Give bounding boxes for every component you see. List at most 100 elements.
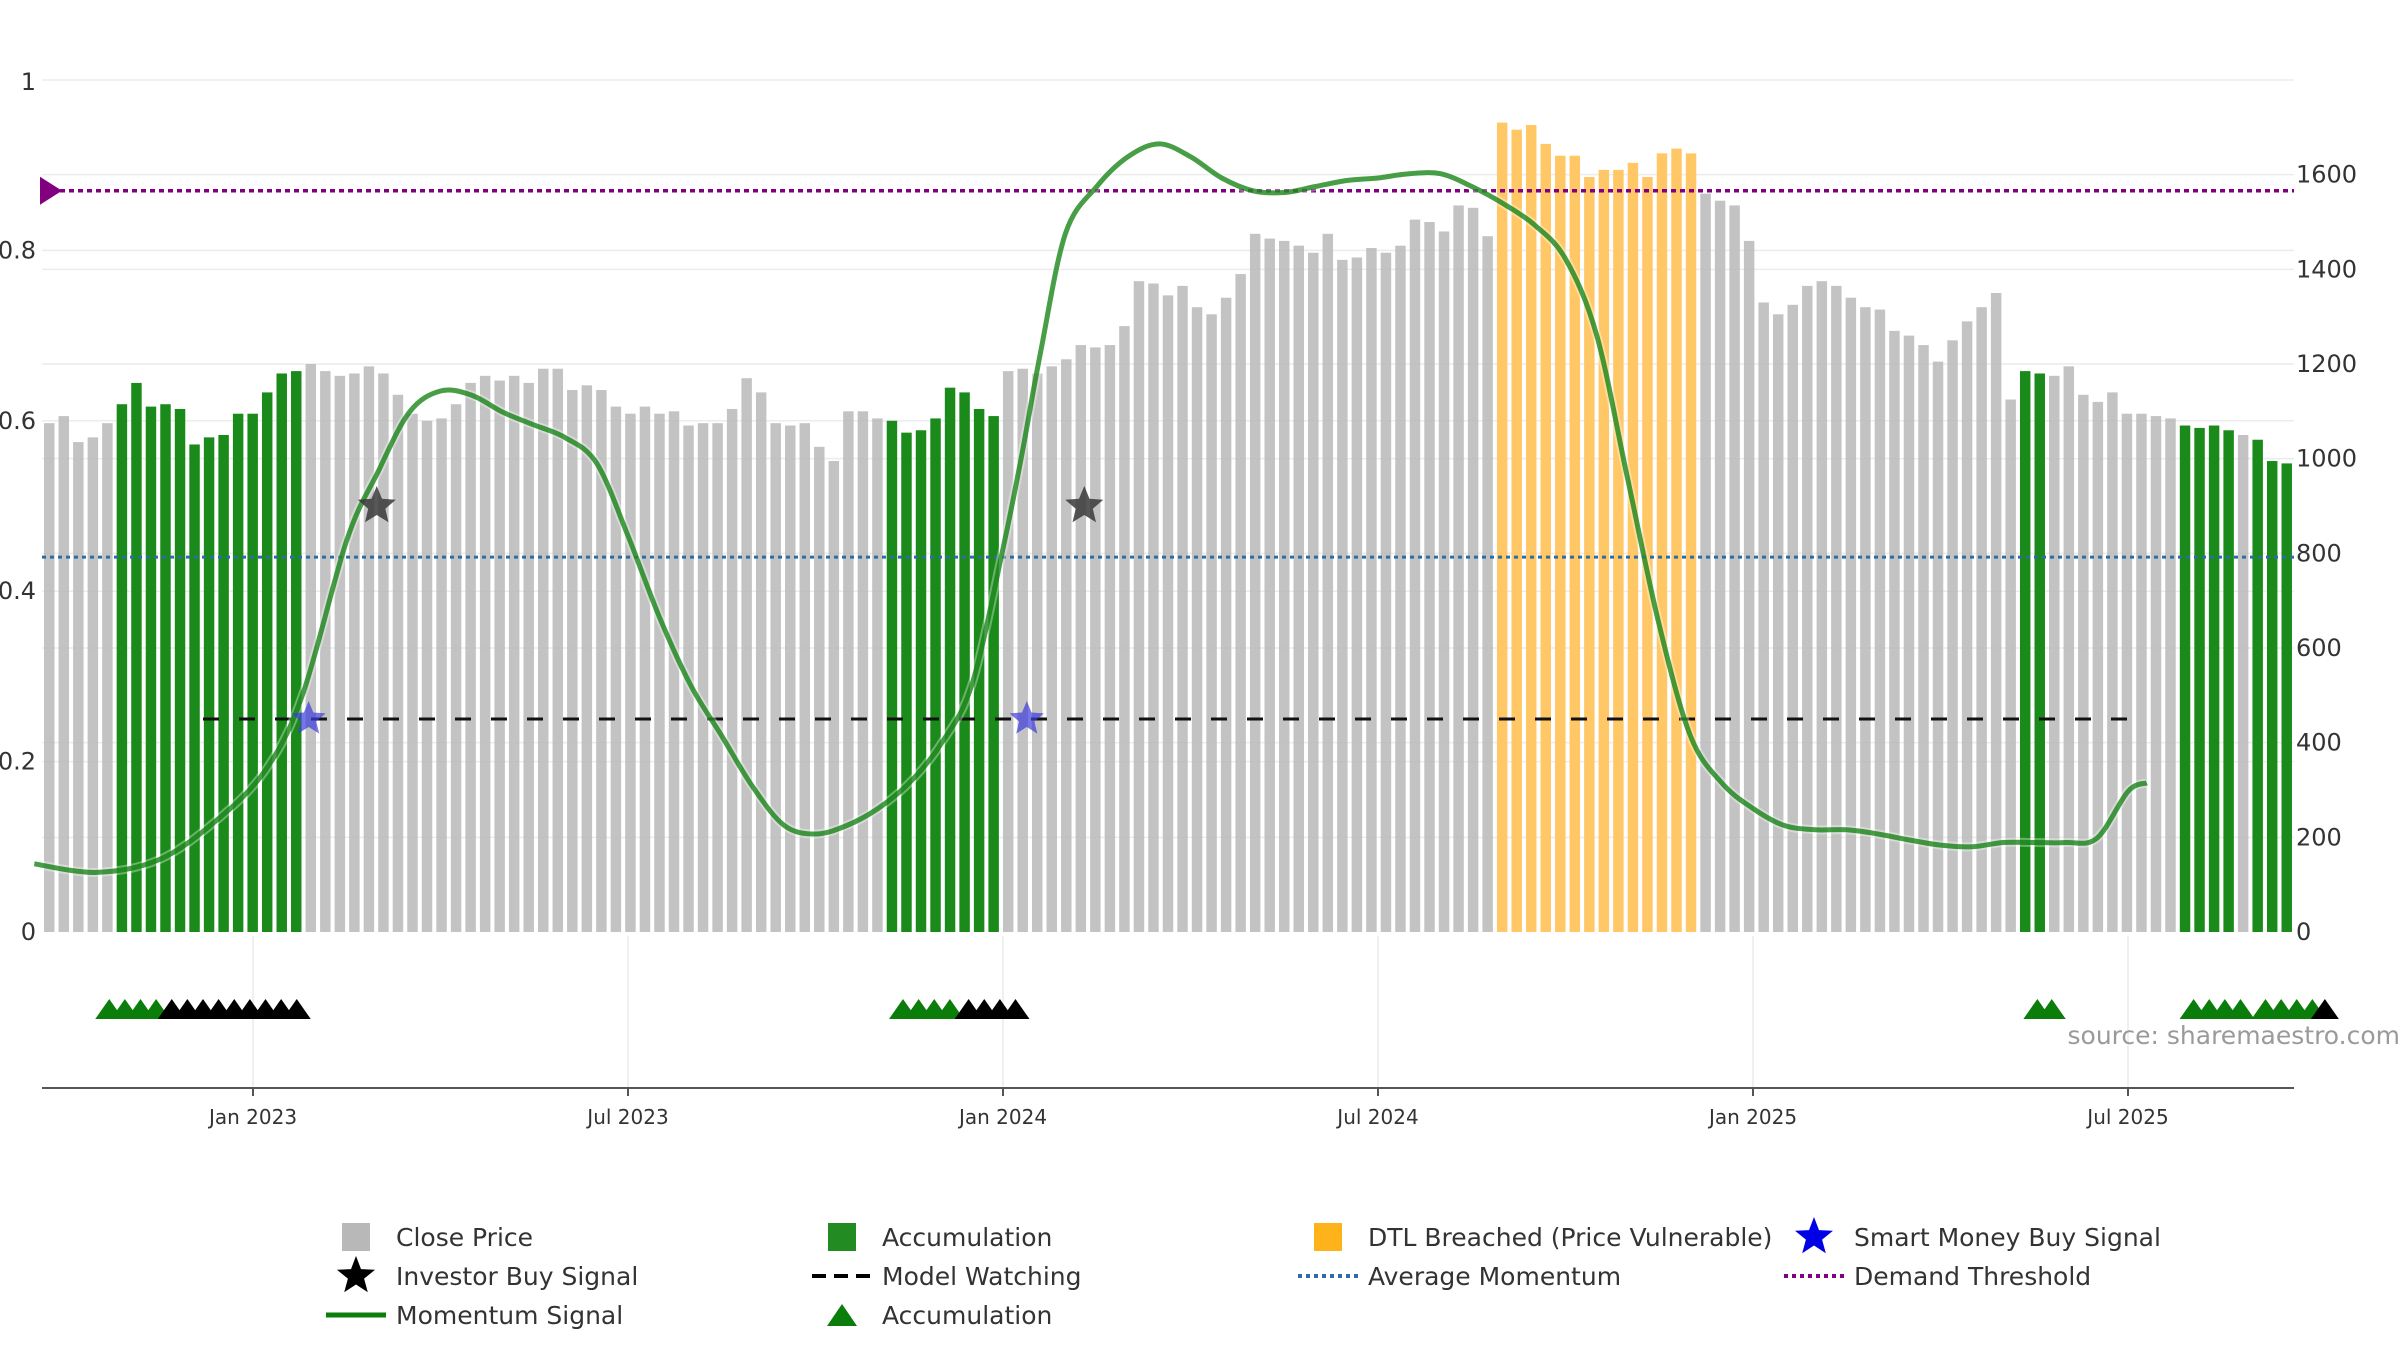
price-bar-gray xyxy=(1453,205,1464,932)
price-bar-gray xyxy=(567,390,578,932)
price-bar-gray xyxy=(843,411,854,933)
price-bar-gray xyxy=(334,375,346,933)
price-bar-gray xyxy=(1322,233,1334,932)
price-bar-green xyxy=(2208,425,2220,932)
right-tick-label: 0 xyxy=(2296,918,2311,946)
price-bar-gray xyxy=(1845,297,1857,933)
price-bar-gray xyxy=(2092,401,2104,932)
legend-swatch xyxy=(828,1223,856,1251)
price-bar-gray xyxy=(1874,309,1886,932)
price-bar-orange xyxy=(1555,155,1566,933)
legend-label: Average Momentum xyxy=(1368,1262,1621,1291)
price-bar-gray xyxy=(552,368,564,933)
price-bar-gray xyxy=(320,371,331,933)
price-bar-gray xyxy=(1424,222,1435,932)
price-bar-gray xyxy=(1903,335,1915,933)
price-bar-gray xyxy=(1075,345,1087,932)
accumulation-triangle-green xyxy=(2037,999,2066,1019)
price-bar-gray xyxy=(1090,347,1101,932)
legend-label: Model Watching xyxy=(882,1262,1082,1291)
legend-label: Accumulation xyxy=(882,1223,1052,1252)
price-bar-gray xyxy=(726,408,738,933)
price-bar-gray xyxy=(1191,307,1203,932)
price-bar-gray xyxy=(654,413,665,932)
price-bar-gray xyxy=(1758,302,1769,933)
price-bar-gray xyxy=(596,390,607,932)
price-bar-gray xyxy=(538,368,549,933)
price-bar-orange xyxy=(1627,162,1639,932)
legend-triangle-icon xyxy=(827,1304,857,1326)
price-bar-gray xyxy=(1264,238,1275,932)
price-bar-gray xyxy=(1743,240,1755,932)
price-bar-green xyxy=(944,387,956,932)
price-bar-gray xyxy=(73,442,84,932)
price-bar-gray xyxy=(1860,307,1871,932)
price-bar-gray xyxy=(785,425,796,932)
price-bar-gray xyxy=(1017,368,1028,933)
price-bar-gray xyxy=(44,423,55,932)
price-bar-green xyxy=(988,416,999,932)
price-bar-gray xyxy=(1249,233,1261,932)
price-bar-green xyxy=(915,430,927,932)
price-bar-green xyxy=(247,413,258,932)
price-bar-gray xyxy=(872,418,883,932)
accumulation-triangle-green xyxy=(2226,999,2255,1019)
price-bar-green xyxy=(2034,373,2045,933)
price-bar-gray xyxy=(581,385,593,932)
price-bar-gray xyxy=(1816,281,1828,932)
price-bar-gray xyxy=(799,423,810,932)
right-tick-label: 400 xyxy=(2296,729,2342,757)
price-bar-gray xyxy=(2150,416,2162,932)
price-bar-orange xyxy=(1511,129,1522,932)
price-bar-gray xyxy=(1046,366,1057,932)
price-bar-gray xyxy=(1395,245,1406,933)
price-bar-green xyxy=(145,406,157,933)
price-bar-gray xyxy=(1235,274,1246,932)
price-bar-gray xyxy=(508,375,520,933)
price-bar-gray xyxy=(770,423,781,932)
price-bar-gray xyxy=(305,364,317,932)
price-bar-green xyxy=(2223,430,2234,932)
legend-item: Model Watching xyxy=(812,1262,1082,1291)
price-bar-orange xyxy=(1496,122,1508,933)
price-bar-green xyxy=(973,408,985,933)
price-bar-gray xyxy=(1714,200,1726,932)
legend-item: Demand Threshold xyxy=(1784,1262,2091,1291)
price-bar-gray xyxy=(2237,435,2249,932)
price-bar-gray xyxy=(828,461,840,932)
price-bar-gray xyxy=(2049,375,2060,933)
legend-item: Smart Money Buy Signal xyxy=(1795,1217,2161,1254)
price-bar-green xyxy=(174,408,186,933)
price-bar-gray xyxy=(857,411,869,933)
price-bar-gray xyxy=(378,373,389,933)
price-bar-green xyxy=(2266,461,2278,932)
price-bar-green xyxy=(276,373,287,933)
price-bar-gray xyxy=(814,446,825,932)
marker-layer xyxy=(95,486,2339,1019)
legend-label: DTL Breached (Price Vulnerable) xyxy=(1368,1223,1772,1252)
price-bar-green xyxy=(160,404,171,933)
price-bar-gray xyxy=(2121,413,2133,932)
price-bar-green xyxy=(901,432,912,932)
price-bar-gray xyxy=(494,380,505,932)
price-bar-green xyxy=(291,371,302,933)
legend-item: Investor Buy Signal xyxy=(337,1256,638,1293)
close-price-bars xyxy=(44,122,2292,933)
price-bar-gray xyxy=(1279,240,1290,932)
right-tick-label: 1400 xyxy=(2296,255,2357,283)
price-bar-orange xyxy=(1584,177,1595,932)
price-bar-gray xyxy=(697,423,709,932)
price-bar-gray xyxy=(1467,207,1479,933)
right-tick-label: 1200 xyxy=(2296,350,2357,378)
legend-swatch xyxy=(342,1223,370,1251)
legend-item: Momentum Signal xyxy=(326,1301,623,1330)
price-bar-gray xyxy=(349,373,360,933)
legend-label: Investor Buy Signal xyxy=(396,1262,638,1291)
price-bar-gray xyxy=(87,437,99,932)
price-bar-gray xyxy=(1380,252,1392,932)
source-label: source: sharemaestro.com xyxy=(2068,1021,2400,1050)
price-bar-gray xyxy=(1119,326,1130,932)
accumulation-triangle-green xyxy=(935,999,964,1019)
price-bar-gray xyxy=(407,413,418,932)
